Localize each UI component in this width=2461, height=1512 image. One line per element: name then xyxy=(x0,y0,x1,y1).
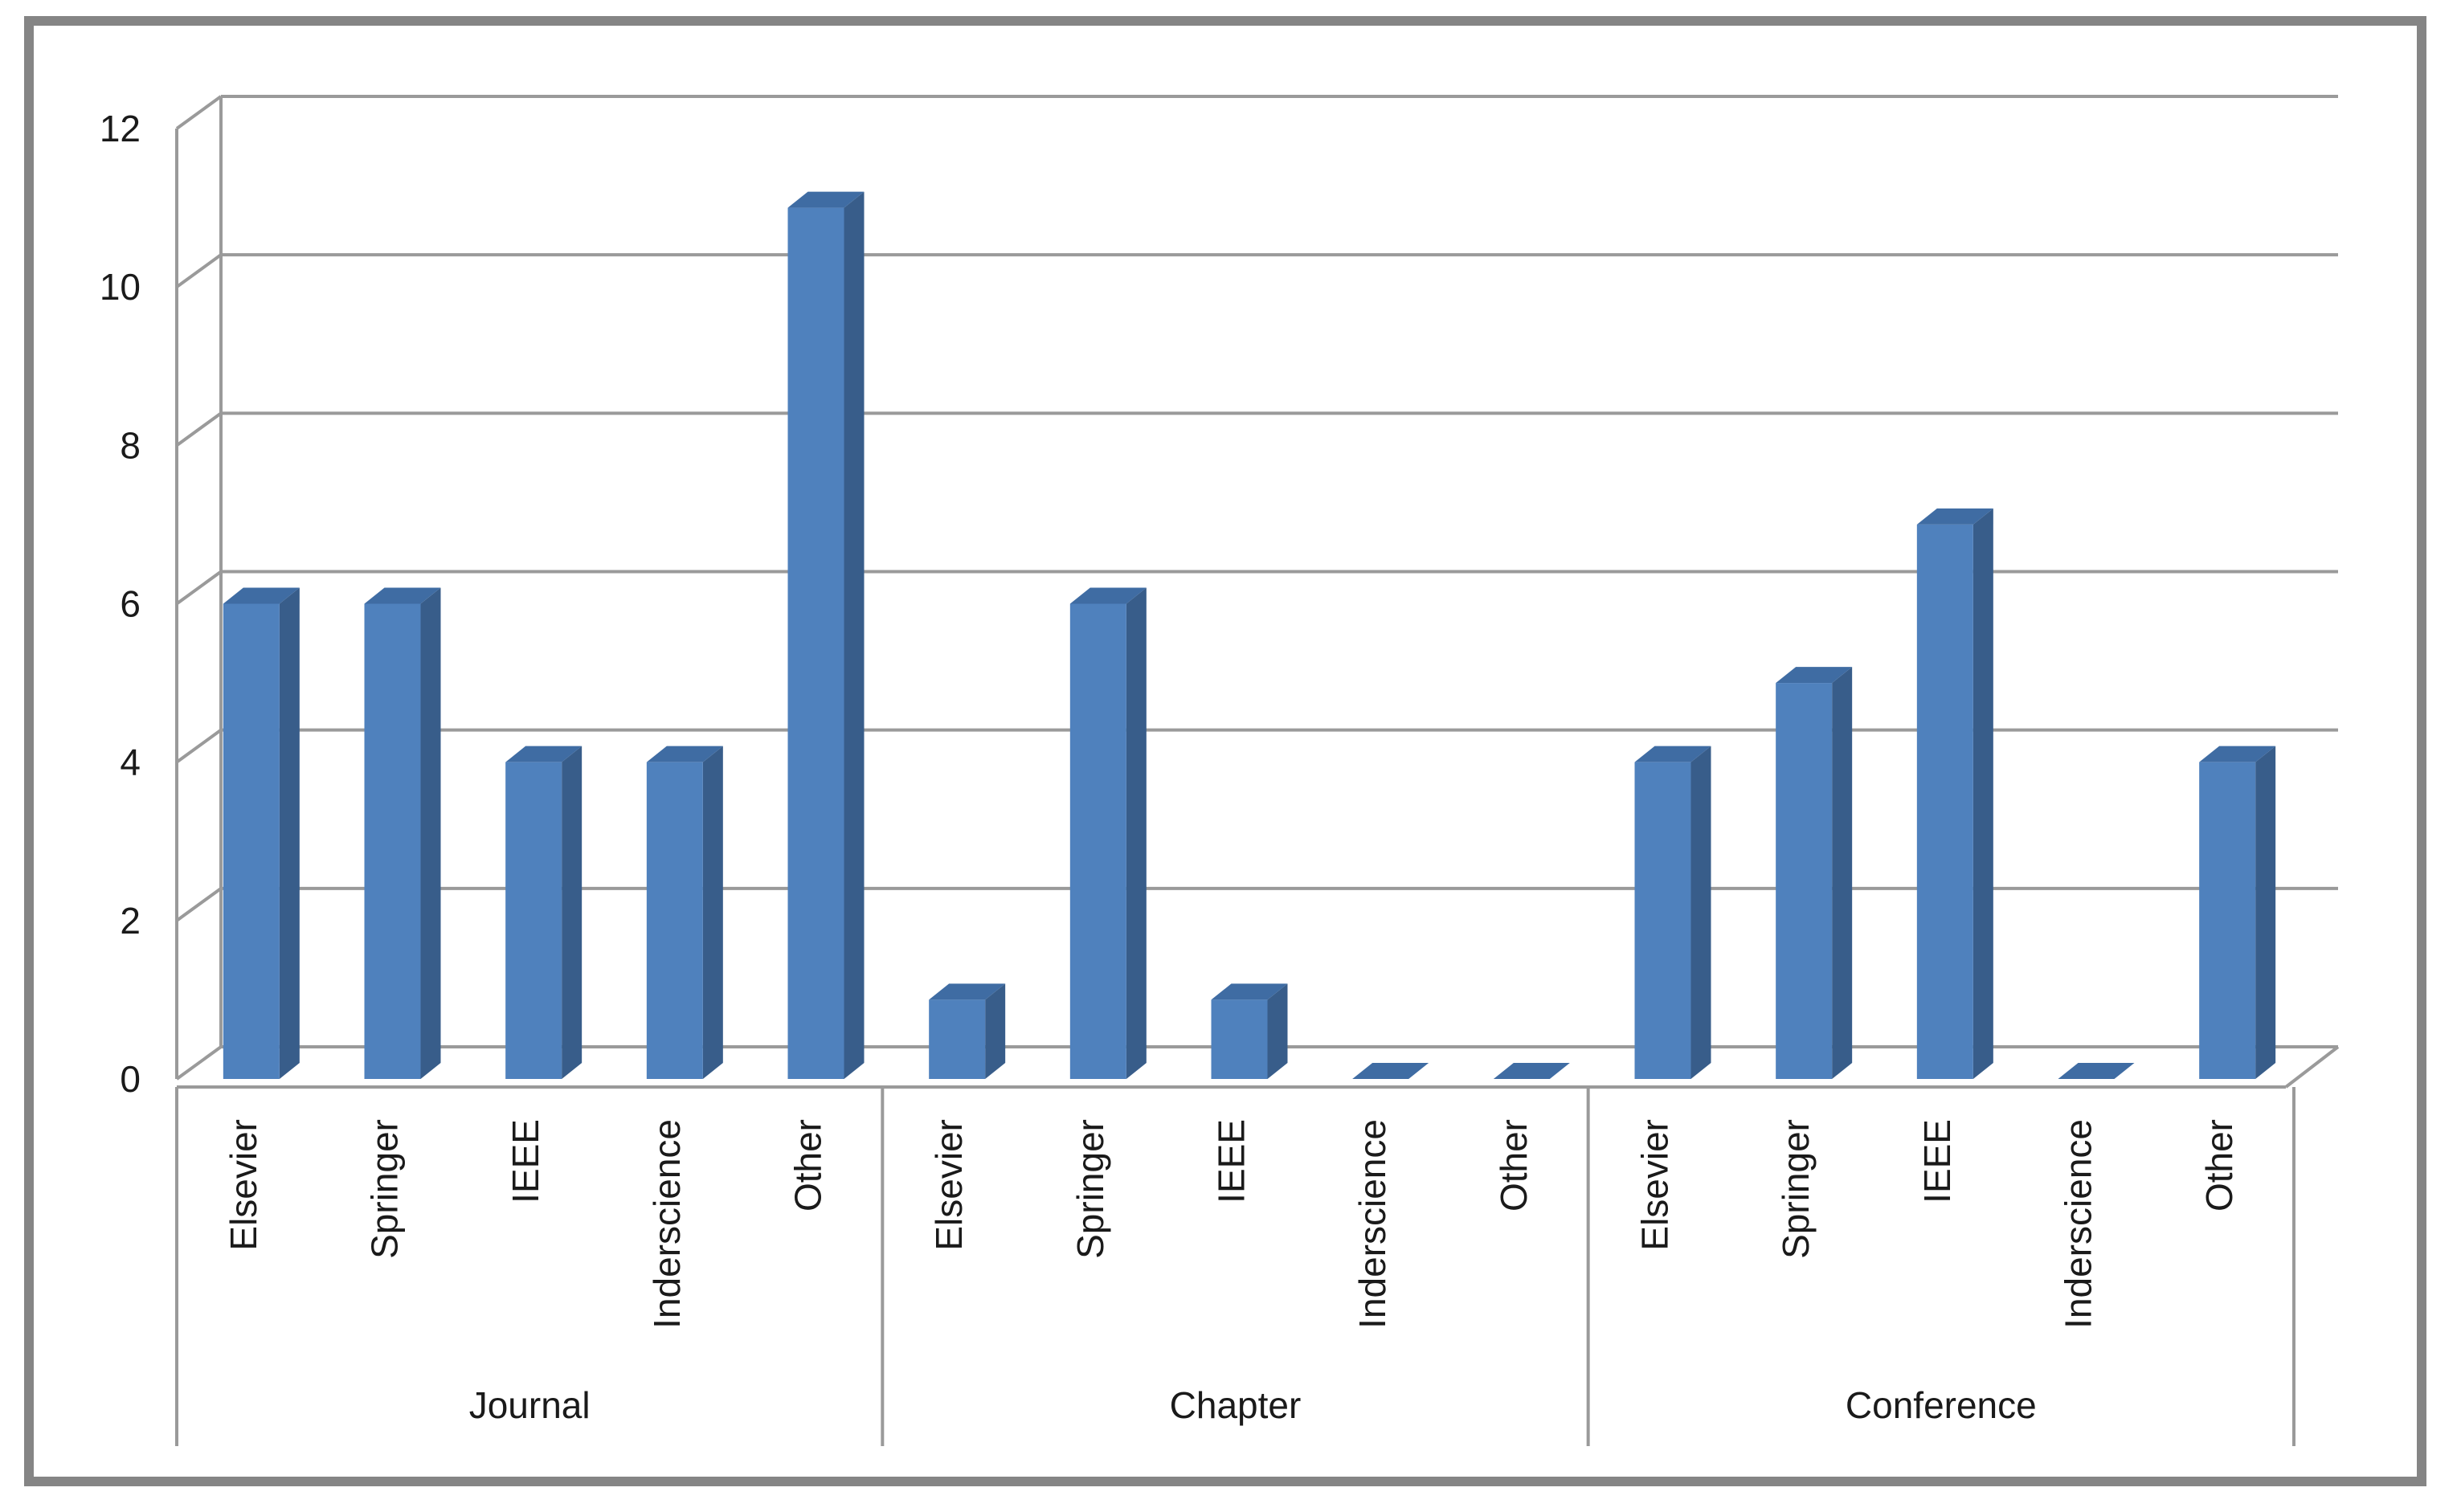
bar xyxy=(1069,603,1126,1079)
bar-top xyxy=(1776,667,1853,684)
y-tick-label: 10 xyxy=(100,266,141,308)
bar xyxy=(505,762,562,1079)
gridline-depth xyxy=(175,887,223,922)
bar xyxy=(1776,683,1833,1079)
group-label: Journal xyxy=(469,1384,591,1426)
gridline-depth xyxy=(175,570,223,606)
group-label: Chapter xyxy=(1170,1384,1302,1426)
bar xyxy=(2199,762,2256,1079)
bar xyxy=(223,603,280,1079)
bar-side xyxy=(279,587,300,1079)
group-label: Conference xyxy=(1846,1384,2037,1426)
bar-top xyxy=(1634,746,1711,762)
bar-side xyxy=(1267,983,1288,1079)
x-tick-label: Springer xyxy=(364,1119,406,1259)
bar-side xyxy=(1690,746,1711,1079)
gridline-depth xyxy=(175,729,223,764)
bar-side xyxy=(1126,587,1147,1079)
bar xyxy=(787,207,844,1079)
bar-top xyxy=(2058,1063,2135,1079)
bar-top xyxy=(1211,983,1288,1000)
bar-top xyxy=(505,746,583,762)
bar-side xyxy=(1972,508,1993,1079)
x-tick-label: Elsevier xyxy=(1634,1119,1676,1251)
y-tick-label: 8 xyxy=(120,424,141,466)
bar-top xyxy=(787,191,865,208)
bar-top xyxy=(1069,587,1147,604)
x-tick-label: IEEE xyxy=(505,1119,546,1203)
grid xyxy=(175,95,2340,1446)
x-tick-label: Inderscience xyxy=(2058,1119,2099,1329)
y-tick-label: 12 xyxy=(100,108,141,149)
bars xyxy=(223,191,2276,1079)
x-tick-label: IEEE xyxy=(1211,1119,1253,1203)
bar-side xyxy=(985,983,1006,1079)
bar-side xyxy=(2255,746,2276,1079)
bar-top xyxy=(223,587,300,604)
x-tick-label: Elsevier xyxy=(223,1119,264,1251)
x-tick-label: Springer xyxy=(1775,1119,1817,1259)
bar-top xyxy=(364,587,441,604)
x-tick-label: Inderscience xyxy=(1351,1119,1393,1329)
y-tick-label: 0 xyxy=(120,1058,141,1100)
gridline-depth xyxy=(175,253,223,288)
bar xyxy=(364,603,421,1079)
bar-side xyxy=(844,191,865,1079)
bar xyxy=(1634,762,1691,1079)
bar-side xyxy=(562,746,583,1079)
gridline-depth xyxy=(175,95,223,130)
x-tick-label: Other xyxy=(1493,1119,1535,1212)
bar-top xyxy=(929,983,1006,1000)
bar-top xyxy=(1916,508,1993,525)
floor-depth xyxy=(2284,1045,2340,1089)
bar xyxy=(929,999,986,1079)
labels: 0 2 4 6 8 10 12 Elsevier Springer IEEE Inderscienc… xyxy=(100,108,2240,1426)
gridline-depth xyxy=(175,1045,223,1081)
x-tick-label: Other xyxy=(787,1119,829,1212)
y-tick-label: 6 xyxy=(120,583,141,625)
x-tick-label: Other xyxy=(2198,1119,2240,1212)
bar xyxy=(1211,999,1268,1079)
bar-top xyxy=(1352,1063,1429,1079)
x-tick-label: Elsevier xyxy=(928,1119,970,1251)
bar-top xyxy=(1493,1063,1570,1079)
y-tick-label: 2 xyxy=(120,900,141,942)
bar-side xyxy=(420,587,441,1079)
x-tick-label: IEEE xyxy=(1916,1119,1958,1203)
y-tick-label: 4 xyxy=(120,742,141,783)
bar-side xyxy=(702,746,723,1079)
x-tick-label: Inderscience xyxy=(646,1119,688,1329)
bar xyxy=(1916,524,1973,1079)
bar-top xyxy=(646,746,723,762)
bar-top xyxy=(2199,746,2276,762)
x-tick-label: Springer xyxy=(1069,1119,1111,1259)
bar-side xyxy=(1832,667,1853,1079)
gridline-depth xyxy=(175,411,223,447)
bar xyxy=(646,762,703,1079)
